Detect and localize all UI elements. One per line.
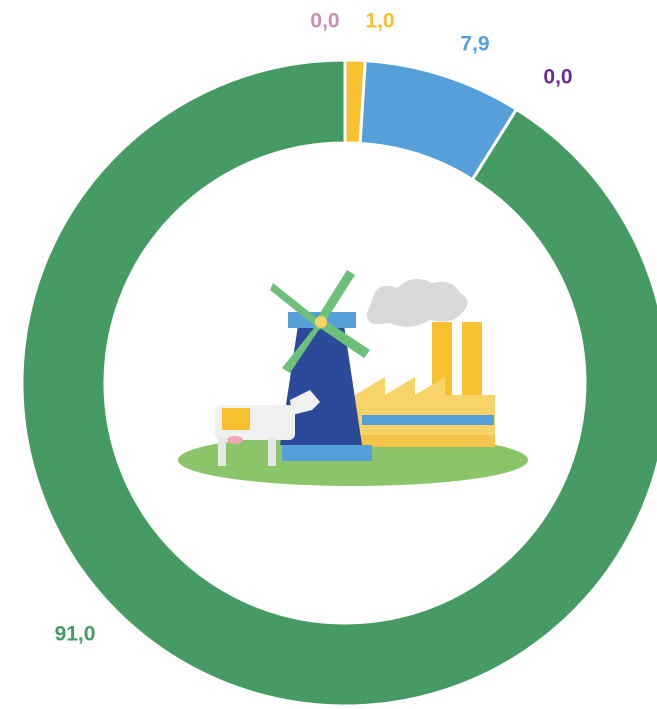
labels: 0,0 1,0 7,9 0,0 91,0 <box>55 10 573 646</box>
value-label: 1,0 <box>365 10 394 33</box>
value-label: 7,9 <box>460 33 489 56</box>
value-label: 0,0 <box>310 10 339 33</box>
farm-illustration <box>178 270 528 486</box>
value-label: 0,0 <box>543 66 572 89</box>
donut <box>20 58 657 708</box>
value-label: 91,0 <box>55 623 96 646</box>
slice <box>20 58 657 708</box>
